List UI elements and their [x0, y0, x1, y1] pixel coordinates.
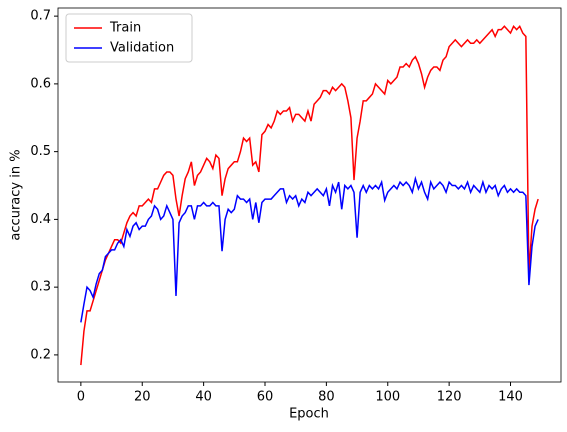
x-tick-label: 0	[77, 390, 85, 405]
y-tick-label: 0.2	[30, 347, 51, 362]
x-tick-label: 120	[437, 390, 462, 405]
line	[80, 175, 539, 323]
y-tick-label: 0.4	[30, 212, 51, 227]
x-tick-label: 60	[257, 390, 274, 405]
y-tick-label: 0.3	[30, 280, 51, 295]
x-tick-label: 40	[195, 390, 212, 405]
x-axis-label: Epoch	[289, 407, 329, 422]
line	[80, 24, 539, 366]
y-tick-label: 0.7	[30, 9, 51, 24]
legend: Train Validation	[65, 13, 193, 63]
x-tick-label: 100	[375, 390, 400, 405]
y-axis-label: accuracy in %	[9, 149, 24, 240]
y-tick-label: 0.6	[30, 76, 51, 91]
legend-box	[65, 13, 193, 63]
y-tick-label: 0.5	[30, 144, 51, 159]
legend-label: Validation	[110, 41, 174, 56]
x-tick-label: 80	[318, 390, 335, 405]
x-tick-label: 20	[134, 390, 151, 405]
legend-label: Train	[109, 21, 141, 36]
axes-frame	[57, 7, 562, 383]
x-tick-label: 140	[498, 390, 523, 405]
